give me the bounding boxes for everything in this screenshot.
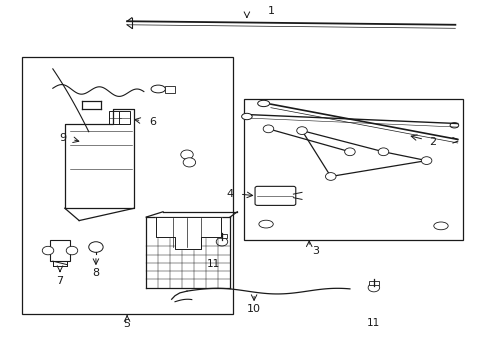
Circle shape [181,150,193,159]
Bar [217,234,226,238]
Bar [50,240,69,261]
Ellipse shape [257,100,269,107]
Text: 4: 4 [226,189,233,199]
Circle shape [89,242,103,252]
Text: 5: 5 [123,319,130,329]
Circle shape [216,238,227,246]
Text: 1: 1 [267,6,274,15]
Circle shape [42,246,54,255]
Text: 11: 11 [206,259,220,269]
Text: 6: 6 [149,117,156,127]
Circle shape [344,148,354,156]
Text: 10: 10 [246,304,261,314]
Text: 11: 11 [366,318,380,328]
Text: 8: 8 [92,269,99,279]
Text: 2: 2 [428,137,435,147]
Bar [109,111,121,123]
Bar [21,57,232,314]
Ellipse shape [258,220,273,228]
Circle shape [263,125,273,133]
FancyBboxPatch shape [255,186,295,206]
Bar [165,86,175,93]
Text: 7: 7 [56,275,63,285]
Circle shape [296,127,306,135]
Text: 9: 9 [59,133,66,143]
Circle shape [421,157,431,165]
Bar [244,99,462,240]
Ellipse shape [151,85,165,93]
Text: 3: 3 [311,246,318,256]
Ellipse shape [433,222,447,230]
Ellipse shape [241,113,252,120]
Bar [368,280,378,285]
Circle shape [66,246,78,255]
Ellipse shape [449,123,458,128]
Bar [119,111,130,123]
Circle shape [325,172,335,180]
Circle shape [367,283,379,292]
Circle shape [183,158,195,167]
Polygon shape [156,217,220,249]
Circle shape [377,148,388,156]
